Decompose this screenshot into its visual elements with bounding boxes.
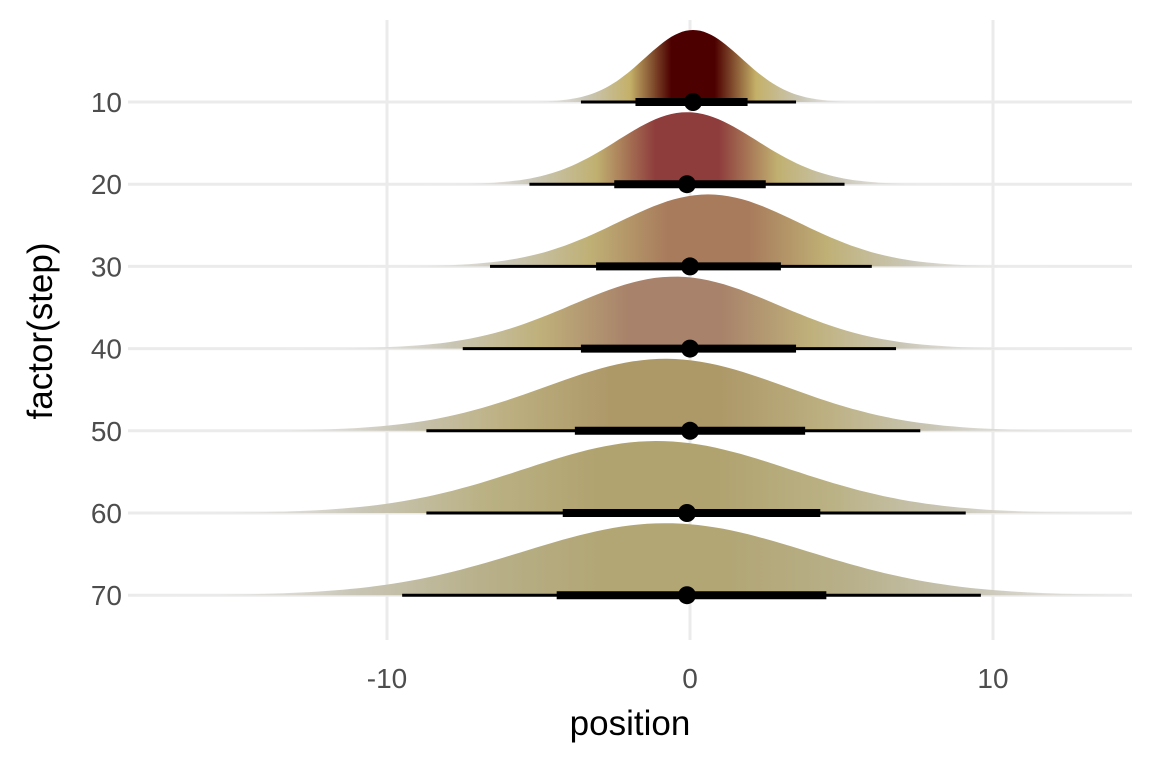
y-tick-label: 50: [91, 416, 122, 447]
y-axis-title: factor(step): [21, 243, 60, 420]
density-slab: [114, 523, 1130, 596]
x-axis-title: position: [570, 704, 691, 743]
x-tick-label: -10: [367, 663, 407, 694]
y-tick-label: 10: [91, 87, 122, 118]
y-tick-labels: 10 20 30 40 50 60 70: [91, 87, 122, 611]
intervals: [402, 93, 981, 605]
density-slab: [114, 441, 1130, 513]
x-tick-label: 0: [682, 663, 698, 694]
point-estimate: [684, 93, 703, 111]
density-slab: [474, 30, 912, 102]
y-tick-label: 40: [91, 334, 122, 365]
point-estimate: [681, 257, 699, 276]
y-tick-label: 60: [91, 498, 122, 529]
y-tick-label: 70: [91, 580, 122, 611]
density-slab: [373, 112, 1001, 185]
x-tick-label: 10: [977, 663, 1008, 694]
density-slabs: [114, 30, 1130, 596]
density-slab: [211, 276, 1130, 349]
x-tick-labels: -10 0 10: [367, 663, 1009, 694]
point-estimate: [681, 421, 699, 440]
point-estimate: [681, 339, 699, 358]
y-tick-label: 20: [91, 169, 122, 200]
point-estimate: [677, 175, 696, 194]
point-estimate: [677, 504, 696, 522]
density-slab: [299, 194, 1118, 267]
y-tick-label: 30: [91, 251, 122, 282]
density-slab: [120, 358, 1130, 431]
point-estimate: [677, 586, 696, 605]
